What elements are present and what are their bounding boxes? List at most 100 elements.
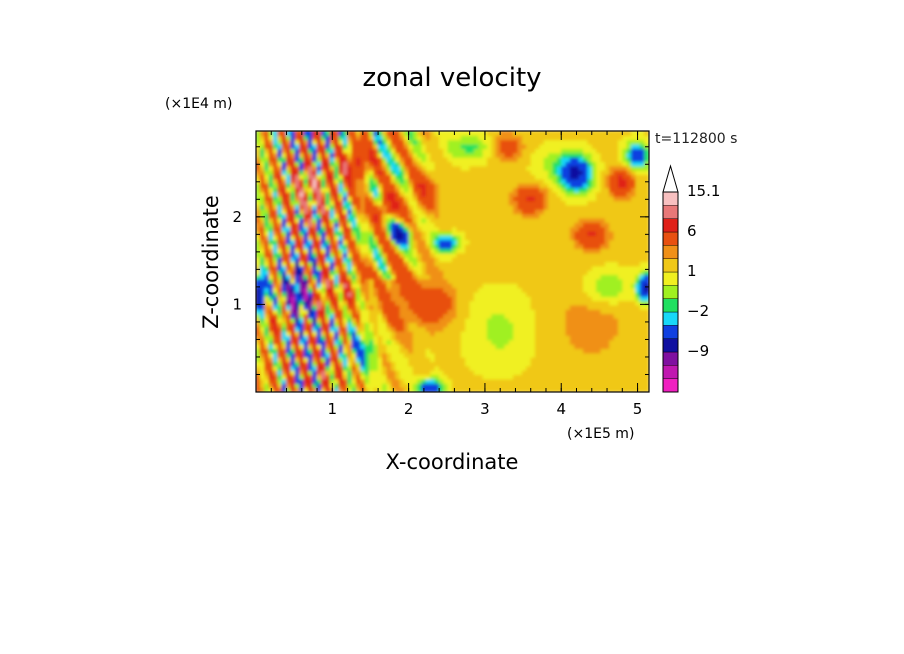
heatmap-cell: [526, 282, 532, 289]
heatmap-cell: [369, 334, 375, 341]
heatmap-cell: [316, 269, 322, 276]
heatmap-cell: [412, 374, 419, 380]
heatmap-cell: [639, 178, 646, 184]
heatmap-cell: [591, 265, 598, 271]
heatmap-cell: [556, 261, 563, 267]
heatmap-cell: [347, 352, 353, 358]
heatmap-cell: [548, 195, 554, 202]
heatmap-cell: [303, 174, 309, 180]
heatmap-cell: [277, 330, 283, 336]
heatmap-cell: [617, 169, 624, 175]
heatmap-cell: [452, 343, 458, 349]
heatmap-cell: [478, 326, 484, 332]
heatmap-cell: [565, 343, 571, 349]
heatmap-cell: [517, 274, 523, 280]
heatmap-cell: [299, 339, 305, 345]
heatmap-cell: [425, 156, 432, 162]
heatmap-cell: [299, 317, 305, 323]
heatmap-cell: [369, 200, 375, 206]
heatmap-cell: [408, 369, 414, 376]
heatmap-cell: [443, 343, 449, 349]
heatmap-cell: [268, 204, 274, 210]
heatmap-cell: [526, 317, 532, 323]
heatmap-cell: [452, 369, 458, 376]
heatmap-cell: [583, 204, 589, 210]
heatmap-cell: [517, 261, 523, 267]
heatmap-cell: [543, 348, 550, 354]
heatmap-cell: [360, 213, 366, 219]
heatmap-cell: [325, 282, 331, 289]
heatmap-cell: [578, 217, 584, 223]
heatmap-cell: [277, 321, 283, 328]
heatmap-cell: [264, 208, 270, 215]
heatmap-cell: [303, 191, 309, 197]
heatmap-cell: [325, 187, 331, 193]
heatmap-cell: [600, 165, 606, 171]
heatmap-cell: [347, 261, 353, 267]
heatmap-cell: [399, 304, 405, 310]
heatmap-cell: [447, 243, 453, 249]
heatmap-cell: [534, 334, 541, 341]
heatmap-cell: [552, 352, 558, 358]
heatmap-cell: [421, 356, 427, 363]
heatmap-cell: [321, 378, 327, 384]
heatmap-cell: [256, 352, 261, 358]
heatmap-cell: [312, 308, 318, 315]
heatmap-cell: [342, 339, 349, 345]
heatmap-cell: [500, 287, 506, 293]
heatmap-cell: [417, 178, 423, 184]
heatmap-cell: [596, 274, 602, 280]
heatmap-cell: [548, 230, 554, 236]
heatmap-cell: [495, 230, 502, 236]
heatmap-cell: [268, 239, 274, 245]
heatmap-cell: [355, 195, 362, 202]
heatmap-cell: [561, 187, 567, 193]
heatmap-cell: [596, 208, 602, 215]
heatmap-cell: [399, 295, 405, 302]
heatmap-cell: [347, 382, 353, 389]
heatmap-cell: [596, 269, 602, 276]
heatmap-cell: [377, 147, 384, 154]
heatmap-cell: [417, 174, 423, 180]
heatmap-cell: [491, 348, 497, 354]
heatmap-cell: [268, 304, 274, 310]
heatmap-cell: [421, 369, 427, 376]
heatmap-cell: [530, 326, 536, 332]
heatmap-cell: [408, 178, 414, 184]
heatmap-cell: [587, 343, 593, 349]
heatmap-cell: [548, 300, 554, 306]
heatmap-cell: [574, 382, 580, 389]
heatmap-cell: [342, 187, 349, 193]
heatmap-cell: [369, 182, 375, 189]
heatmap-cell: [334, 295, 340, 302]
heatmap-cell: [513, 343, 519, 349]
heatmap-cell: [478, 274, 484, 280]
heatmap-cell: [421, 287, 427, 293]
heatmap-cell: [469, 382, 475, 389]
heatmap-cell: [543, 304, 550, 310]
heatmap-cell: [316, 321, 322, 328]
heatmap-cell: [613, 326, 619, 332]
heatmap-cell: [548, 308, 554, 315]
heatmap-cell: [430, 261, 436, 267]
heatmap-cell: [369, 165, 375, 171]
heatmap-cell: [500, 378, 506, 384]
heatmap-cell: [504, 282, 510, 289]
heatmap-cell: [495, 217, 502, 223]
heatmap-cell: [548, 339, 554, 345]
heatmap-cell: [369, 378, 375, 384]
heatmap-cell: [286, 356, 292, 363]
heatmap-cell: [403, 321, 410, 328]
heatmap-cell: [631, 343, 637, 349]
heatmap-cell: [417, 165, 423, 171]
heatmap-cell: [556, 287, 563, 293]
heatmap-cell: [517, 195, 523, 202]
heatmap-cell: [622, 221, 628, 228]
heatmap-cell: [290, 304, 296, 310]
heatmap-cell: [425, 204, 432, 210]
heatmap-cell: [334, 195, 340, 202]
heatmap-cell: [574, 252, 580, 258]
heatmap-cell: [500, 348, 506, 354]
heatmap-cell: [425, 152, 432, 158]
heatmap-cell: [377, 313, 384, 319]
